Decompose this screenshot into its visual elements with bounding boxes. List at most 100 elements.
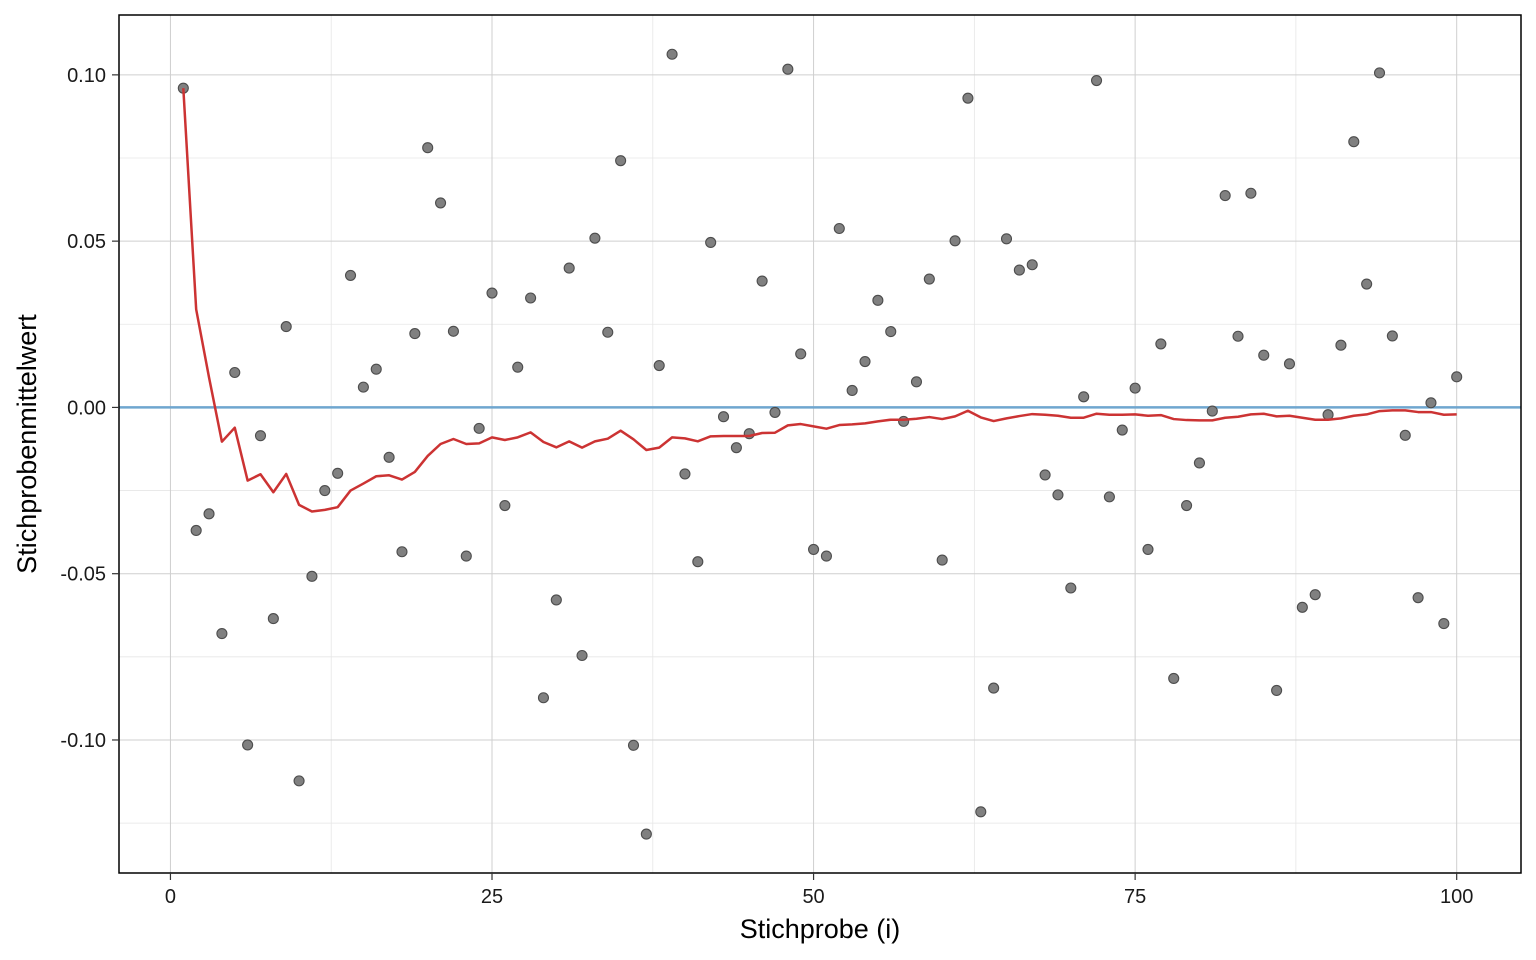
data-point bbox=[344, 269, 357, 281]
x-axis-ticks: 0 25 50 75 100 bbox=[165, 873, 1473, 908]
data-point bbox=[473, 422, 485, 434]
data-point bbox=[1078, 391, 1090, 403]
data-point bbox=[795, 348, 807, 360]
data-point bbox=[293, 775, 305, 787]
data-point bbox=[615, 155, 627, 167]
data-point bbox=[988, 682, 1000, 694]
data-point bbox=[460, 550, 472, 562]
y-tick-label: -0.10 bbox=[60, 730, 106, 752]
data-point bbox=[1271, 684, 1283, 696]
running-mean-line bbox=[182, 88, 1457, 513]
data-point bbox=[936, 554, 948, 566]
data-point bbox=[1181, 499, 1193, 512]
data-point bbox=[962, 92, 974, 104]
y-axis-title: Stichprobenmittelwert bbox=[12, 314, 42, 574]
x-tick-label: 0 bbox=[165, 886, 176, 908]
data-point bbox=[1438, 618, 1450, 630]
x-tick-label: 75 bbox=[1124, 886, 1146, 908]
data-point bbox=[833, 222, 845, 235]
running-mean-layer bbox=[182, 88, 1457, 513]
data-point bbox=[705, 236, 717, 249]
data-point bbox=[1296, 601, 1308, 613]
data-point bbox=[512, 361, 524, 373]
data-point bbox=[627, 739, 640, 751]
data-point bbox=[435, 197, 447, 209]
data-point bbox=[910, 376, 923, 388]
data-point bbox=[949, 235, 961, 247]
data-point bbox=[1348, 136, 1360, 148]
data-point bbox=[923, 273, 935, 285]
plot-panel-border bbox=[118, 14, 1522, 874]
data-point bbox=[769, 406, 781, 418]
data-point bbox=[885, 326, 897, 338]
data-point bbox=[190, 524, 202, 537]
data-point bbox=[1129, 382, 1141, 394]
data-point bbox=[1335, 339, 1347, 351]
data-point bbox=[447, 325, 459, 337]
y-axis-ticks: 0.10 0.05 0.00 -0.05 -0.10 bbox=[60, 65, 119, 752]
data-point bbox=[1232, 330, 1244, 342]
data-point bbox=[422, 142, 434, 154]
data-point bbox=[1168, 672, 1180, 685]
data-point bbox=[1412, 592, 1424, 604]
data-point bbox=[537, 692, 550, 704]
data-point bbox=[1283, 358, 1296, 370]
data-point bbox=[1425, 397, 1437, 409]
data-point bbox=[1245, 187, 1257, 199]
data-point bbox=[229, 366, 241, 379]
data-point bbox=[576, 649, 588, 662]
major-gridlines bbox=[119, 15, 1521, 873]
data-point bbox=[1103, 491, 1115, 503]
data-point bbox=[666, 48, 678, 60]
data-point bbox=[486, 287, 498, 299]
data-point bbox=[409, 328, 421, 340]
data-point bbox=[640, 828, 652, 840]
x-axis-title: Stichprobe (i) bbox=[740, 914, 901, 944]
data-point bbox=[756, 275, 768, 287]
x-tick-label: 25 bbox=[481, 886, 503, 908]
data-point bbox=[370, 363, 382, 375]
data-point bbox=[782, 63, 794, 75]
data-point bbox=[589, 232, 601, 244]
data-point bbox=[525, 292, 537, 304]
sample-points bbox=[177, 48, 1463, 840]
data-point bbox=[1206, 405, 1218, 417]
data-point bbox=[1155, 338, 1167, 350]
y-tick-label: 0.10 bbox=[67, 65, 106, 87]
data-point bbox=[332, 467, 344, 479]
data-point bbox=[1258, 349, 1270, 361]
data-point bbox=[717, 411, 730, 423]
data-point bbox=[1451, 371, 1463, 383]
data-point bbox=[1039, 469, 1051, 481]
data-point bbox=[898, 415, 910, 427]
y-tick-label: -0.05 bbox=[60, 564, 106, 586]
data-point bbox=[1386, 330, 1398, 342]
data-point bbox=[1361, 278, 1373, 290]
data-point bbox=[254, 430, 267, 442]
data-point bbox=[1373, 67, 1386, 79]
data-point bbox=[499, 499, 511, 512]
data-point bbox=[820, 550, 832, 562]
data-point bbox=[216, 628, 228, 640]
data-point bbox=[602, 326, 614, 338]
data-point bbox=[550, 594, 562, 606]
data-point bbox=[1399, 429, 1411, 441]
data-point bbox=[280, 321, 292, 333]
data-point bbox=[242, 739, 254, 751]
data-point bbox=[1142, 543, 1154, 555]
data-point bbox=[692, 556, 704, 568]
data-point bbox=[383, 451, 395, 463]
data-point bbox=[653, 359, 665, 372]
data-point bbox=[319, 485, 331, 497]
data-point bbox=[1193, 457, 1205, 469]
data-point bbox=[1219, 190, 1231, 202]
y-tick-label: 0.05 bbox=[67, 231, 106, 253]
data-point bbox=[1052, 489, 1064, 501]
data-point bbox=[846, 384, 858, 397]
data-point bbox=[203, 508, 215, 520]
data-point bbox=[1000, 233, 1013, 245]
data-point bbox=[1065, 582, 1077, 594]
data-point bbox=[306, 570, 318, 582]
x-tick-label: 50 bbox=[802, 886, 824, 908]
